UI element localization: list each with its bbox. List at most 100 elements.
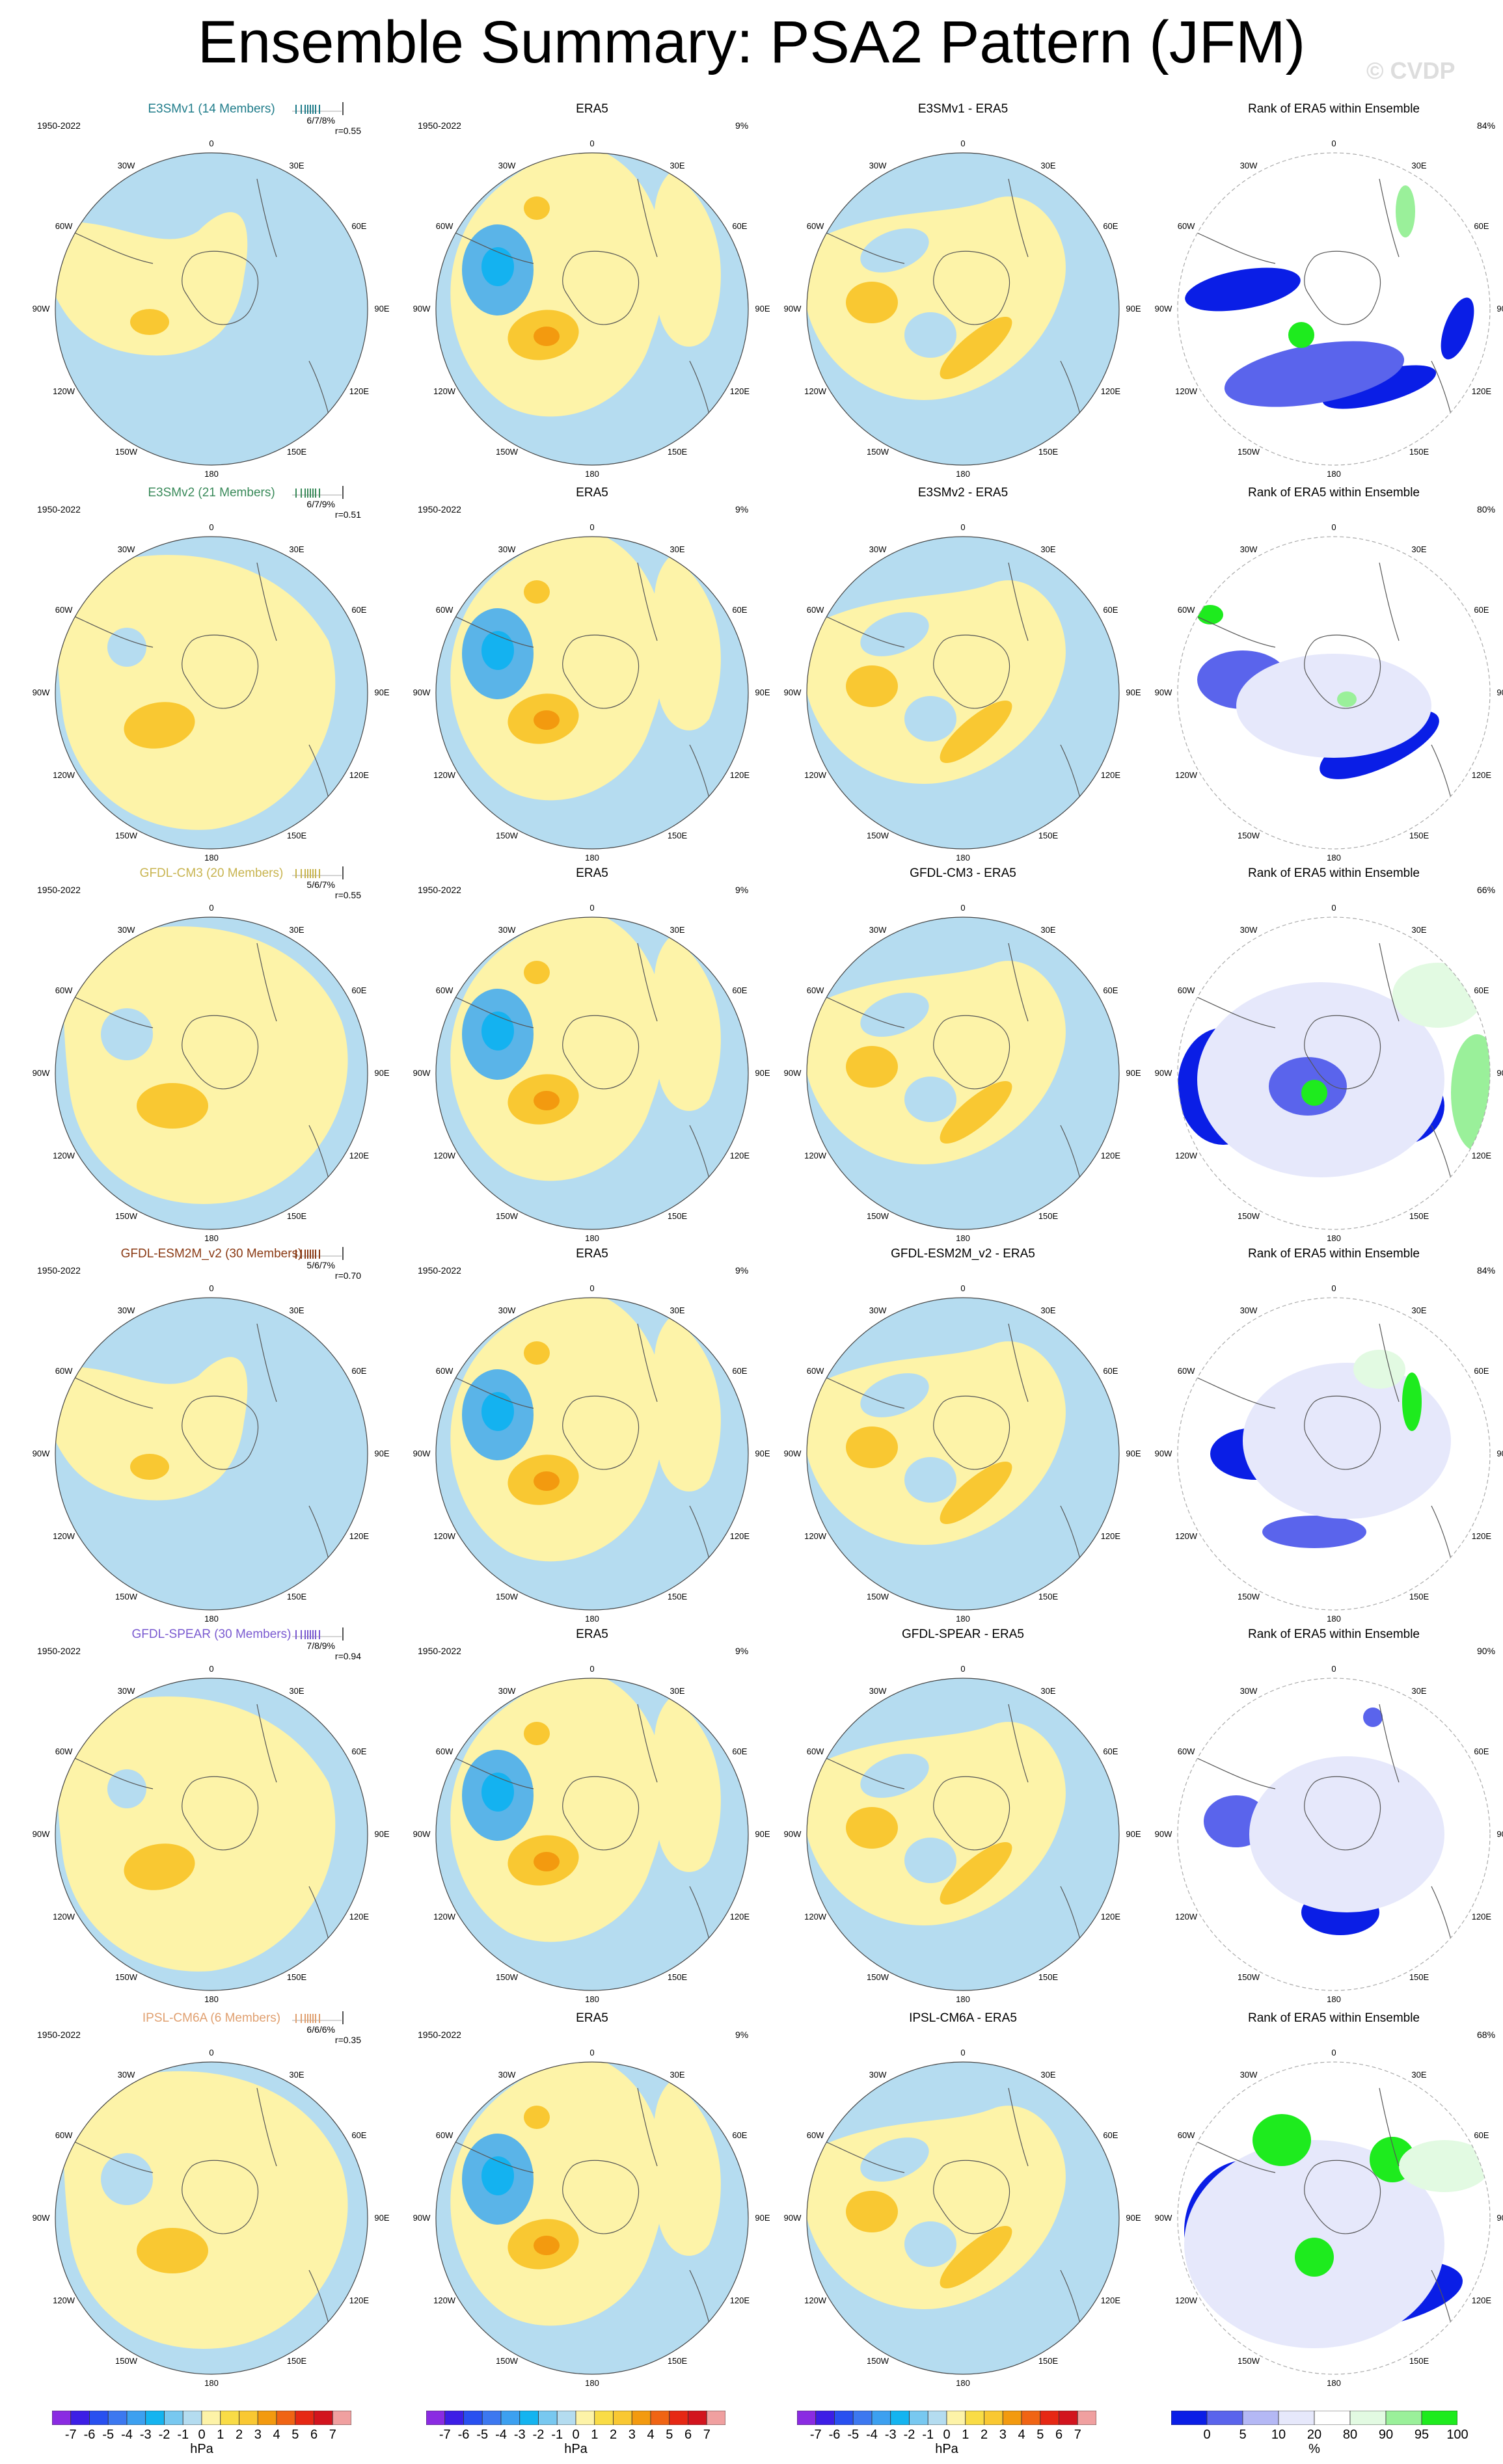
contour-region [450, 2062, 666, 2326]
longitude-label: 30W [869, 925, 887, 935]
contour-region [904, 2221, 956, 2267]
model-panel: 0 30E 60E 90E 120E 150E 180 150W 120W 90W 60W 30W [29, 1652, 394, 2016]
colorbar-tick-label: 95 [1414, 2428, 1429, 2442]
antarctica-coastline [1304, 1015, 1381, 1090]
longitude-label: 30W [117, 1686, 135, 1696]
map-boundary [435, 536, 749, 850]
longitude-label: 150E [286, 1591, 307, 1601]
antarctica-coastline [562, 1015, 640, 1090]
contour-region [107, 1769, 146, 1808]
era5-title: ERA5 [576, 486, 608, 500]
colorbar-unit: hPa [190, 2442, 213, 2456]
longitude-label: 0 [960, 522, 966, 532]
colorbar-swatch [1421, 2410, 1458, 2426]
colorbar-swatch [1206, 2410, 1243, 2426]
colorbar-tick-label: -5 [102, 2428, 115, 2442]
longitude-label: 180 [1327, 1614, 1341, 1624]
longitude-label: 90W [413, 688, 431, 697]
longitude-label: 0 [1331, 1283, 1336, 1293]
ensemble-stats: 6/6/6% [306, 2024, 335, 2035]
difference-panel: 0 30E 60E 90E 120E 150E 180 150W 120W 90W 60W 30W [781, 891, 1145, 1255]
colorbar-tick-label: 3 [999, 2428, 1007, 2442]
colorbar-tick-label: -3 [513, 2428, 526, 2442]
longitude-label: 90W [1154, 1829, 1172, 1839]
contour-region [846, 1046, 898, 1088]
era5-panel-map [435, 536, 749, 850]
colorbar-tick-label: 5 [1036, 2428, 1044, 2442]
model-title: E3SMv2 (21 Members) [148, 486, 275, 500]
contour-region [904, 1457, 956, 1503]
longitude-label: 90E [374, 304, 390, 314]
period-label: 1950-2022 [418, 2029, 461, 2040]
longitude-label: 90E [1126, 304, 1141, 314]
colorbar-tick-label: 4 [1018, 2428, 1025, 2442]
period-label: 1950-2022 [418, 1265, 461, 1276]
contour-region [524, 1341, 550, 1365]
contour-region [524, 580, 550, 604]
era5-panel-map [435, 2061, 749, 2375]
antarctica-coastline [1304, 1395, 1381, 1470]
map-boundary [806, 1297, 1120, 1611]
colorbar-tick-label: 3 [254, 2428, 262, 2442]
longitude-label: 120W [1175, 1531, 1198, 1541]
rank-percent: 84% [1477, 1265, 1496, 1276]
era5-panel: 0 30E 60E 90E 120E 150E 180 150W 120W 90W 60W 30W [410, 891, 774, 1255]
longitude-label: 180 [1327, 853, 1341, 863]
longitude-label: 120W [804, 1151, 827, 1160]
colorbar-tick-label: -6 [828, 2428, 841, 2442]
longitude-label: 0 [1331, 522, 1336, 532]
map-boundary [1177, 2061, 1491, 2375]
colorbar-tick-label: -3 [139, 2428, 152, 2442]
contour-region [1399, 2140, 1490, 2192]
antarctica-coastline [1304, 2160, 1381, 2234]
longitude-label: 30W [117, 544, 135, 555]
longitude-label: 180 [204, 853, 219, 863]
colorbar-tick-label: 7 [329, 2428, 336, 2442]
colorbar-tick-label: 5 [1239, 2428, 1247, 2442]
antarctica-coastline [933, 250, 1010, 325]
colorbar-swatch [164, 2410, 183, 2426]
colorbar-tick-label: -4 [495, 2428, 507, 2442]
era5-panel: 0 30E 60E 90E 120E 150E 180 150W 120W 90W 60W 30W [410, 2036, 774, 2400]
longitude-label: 150E [1038, 446, 1059, 457]
difference-panel: 0 30E 60E 90E 120E 150E 180 150W 120W 90W 60W 30W [781, 511, 1145, 875]
longitude-label: 90W [413, 304, 431, 314]
longitude-label: 150E [286, 830, 307, 840]
colorbar-unit: % [1308, 2442, 1320, 2456]
model-title: GFDL-CM3 (20 Members) [139, 866, 284, 880]
longitude-label: 30E [670, 1306, 685, 1316]
longitude-label: 150W [867, 830, 889, 840]
colorbar-tick-label: 0 [943, 2428, 951, 2442]
colorbar-swatch [538, 2410, 558, 2426]
colorbar-swatch [1385, 2410, 1422, 2426]
colorbar-model: -7 -6 -5 -4 -3 -2 -1 0 1 2 3 4 5 6 7 hPa [51, 2410, 352, 2464]
colorbar-swatch [201, 2410, 221, 2426]
difference-title: GFDL-SPEAR - ERA5 [902, 1627, 1024, 1641]
longitude-label: 60W [806, 605, 824, 615]
longitude-label: 30W [1239, 161, 1258, 171]
longitude-label: 120E [349, 386, 370, 396]
longitude-label: 120E [1100, 2296, 1121, 2305]
contour-region [846, 665, 898, 707]
longitude-label: 60E [351, 1747, 367, 1756]
longitude-label: 120W [804, 1531, 827, 1541]
longitude-label: 30W [1239, 544, 1258, 555]
contour-region [1441, 297, 1474, 360]
rank-percent: 90% [1477, 1646, 1496, 1656]
longitude-label: 150E [1038, 830, 1059, 840]
longitude-label: 90E [1496, 1829, 1503, 1839]
difference-panel-map [806, 1297, 1120, 1611]
longitude-label: 60W [55, 605, 73, 615]
era5-variance: 9% [735, 1646, 749, 1656]
contour-region [64, 926, 348, 1204]
longitude-label: 90E [374, 688, 390, 697]
longitude-label: 120E [1100, 386, 1121, 396]
era5-title: ERA5 [576, 2011, 608, 2025]
longitude-label: 150W [496, 446, 518, 457]
colorbar-swatch [519, 2410, 539, 2426]
antarctica-coastline [182, 1015, 259, 1090]
contour-region [846, 1807, 898, 1849]
map-boundary [435, 2061, 749, 2375]
longitude-label: 90W [413, 1449, 431, 1458]
colorbar-swatch [871, 2410, 891, 2426]
